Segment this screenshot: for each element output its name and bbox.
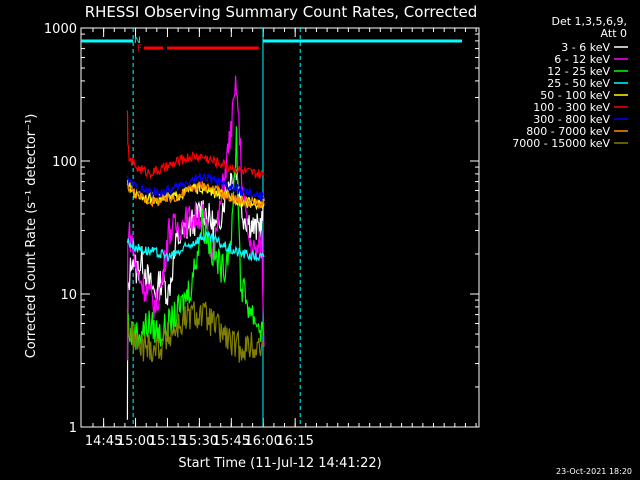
x-tick-label-6: 16:15 <box>276 434 313 449</box>
series-line-2 <box>126 126 265 350</box>
plot-area: 1 10 100 1000 14:4515:0015:1515:3015:4516:0… <box>44 22 480 449</box>
series-line-6 <box>126 172 265 202</box>
chart-title: RHESSI Observing Summary Count Rates, Co… <box>85 3 478 21</box>
y-tick-label-2: 100 <box>52 155 77 170</box>
y-tick-label-1: 10 <box>60 288 77 303</box>
series-line-7 <box>126 180 265 209</box>
legend-label-5: 100 - 300 keV <box>533 101 610 114</box>
legend-label-7: 800 - 7000 keV <box>526 125 610 138</box>
legend-label-1: 6 - 12 keV <box>554 53 610 66</box>
legend-label-6: 300 - 800 keV <box>533 113 610 126</box>
x-tick-label-0: 14:45 <box>85 434 122 449</box>
y-tick-label-3: 1000 <box>44 22 77 37</box>
x-tick-label-3: 15:30 <box>181 434 218 449</box>
legend-header-1: Att 0 <box>601 27 627 40</box>
series-line-8 <box>126 301 265 363</box>
x-tick-label-5: 16:00 <box>245 434 282 449</box>
vertical-markers <box>132 28 301 427</box>
series-line-3 <box>126 230 265 262</box>
state-bars <box>81 39 462 50</box>
legend-label-2: 12 - 25 keV <box>547 65 610 78</box>
legend-label-8: 7000 - 15000 keV <box>512 137 610 150</box>
x-tick-label-4: 15:45 <box>213 434 250 449</box>
y-axis-label: Corrected Count Rate (s⁻¹ detector⁻¹) <box>24 114 39 359</box>
y-axis: 1 10 100 1000 <box>44 22 479 436</box>
legend-label-3: 25 - 50 keV <box>547 77 610 90</box>
x-tick-label-2: 15:15 <box>149 434 186 449</box>
footer-timestamp: 23-Oct-2021 18:20 <box>556 467 632 476</box>
series-line-5 <box>126 110 265 180</box>
series-line-1 <box>126 75 265 361</box>
annotation-1: F <box>137 44 142 54</box>
x-axis-label: Start Time (11-Jul-12 14:41:22) <box>178 456 381 471</box>
legend-label-0: 3 - 6 keV <box>561 41 610 54</box>
legend-label-4: 50 - 100 keV <box>540 89 610 102</box>
x-tick-label-1: 15:00 <box>117 434 154 449</box>
plot-frame <box>80 27 480 428</box>
annotations: NF <box>134 36 142 54</box>
annotation-0: N <box>134 36 141 46</box>
legend-header-0: Det 1,3,5,6,9, <box>551 15 627 28</box>
series-group <box>126 75 265 420</box>
y-tick-label-0: 1 <box>69 421 77 436</box>
